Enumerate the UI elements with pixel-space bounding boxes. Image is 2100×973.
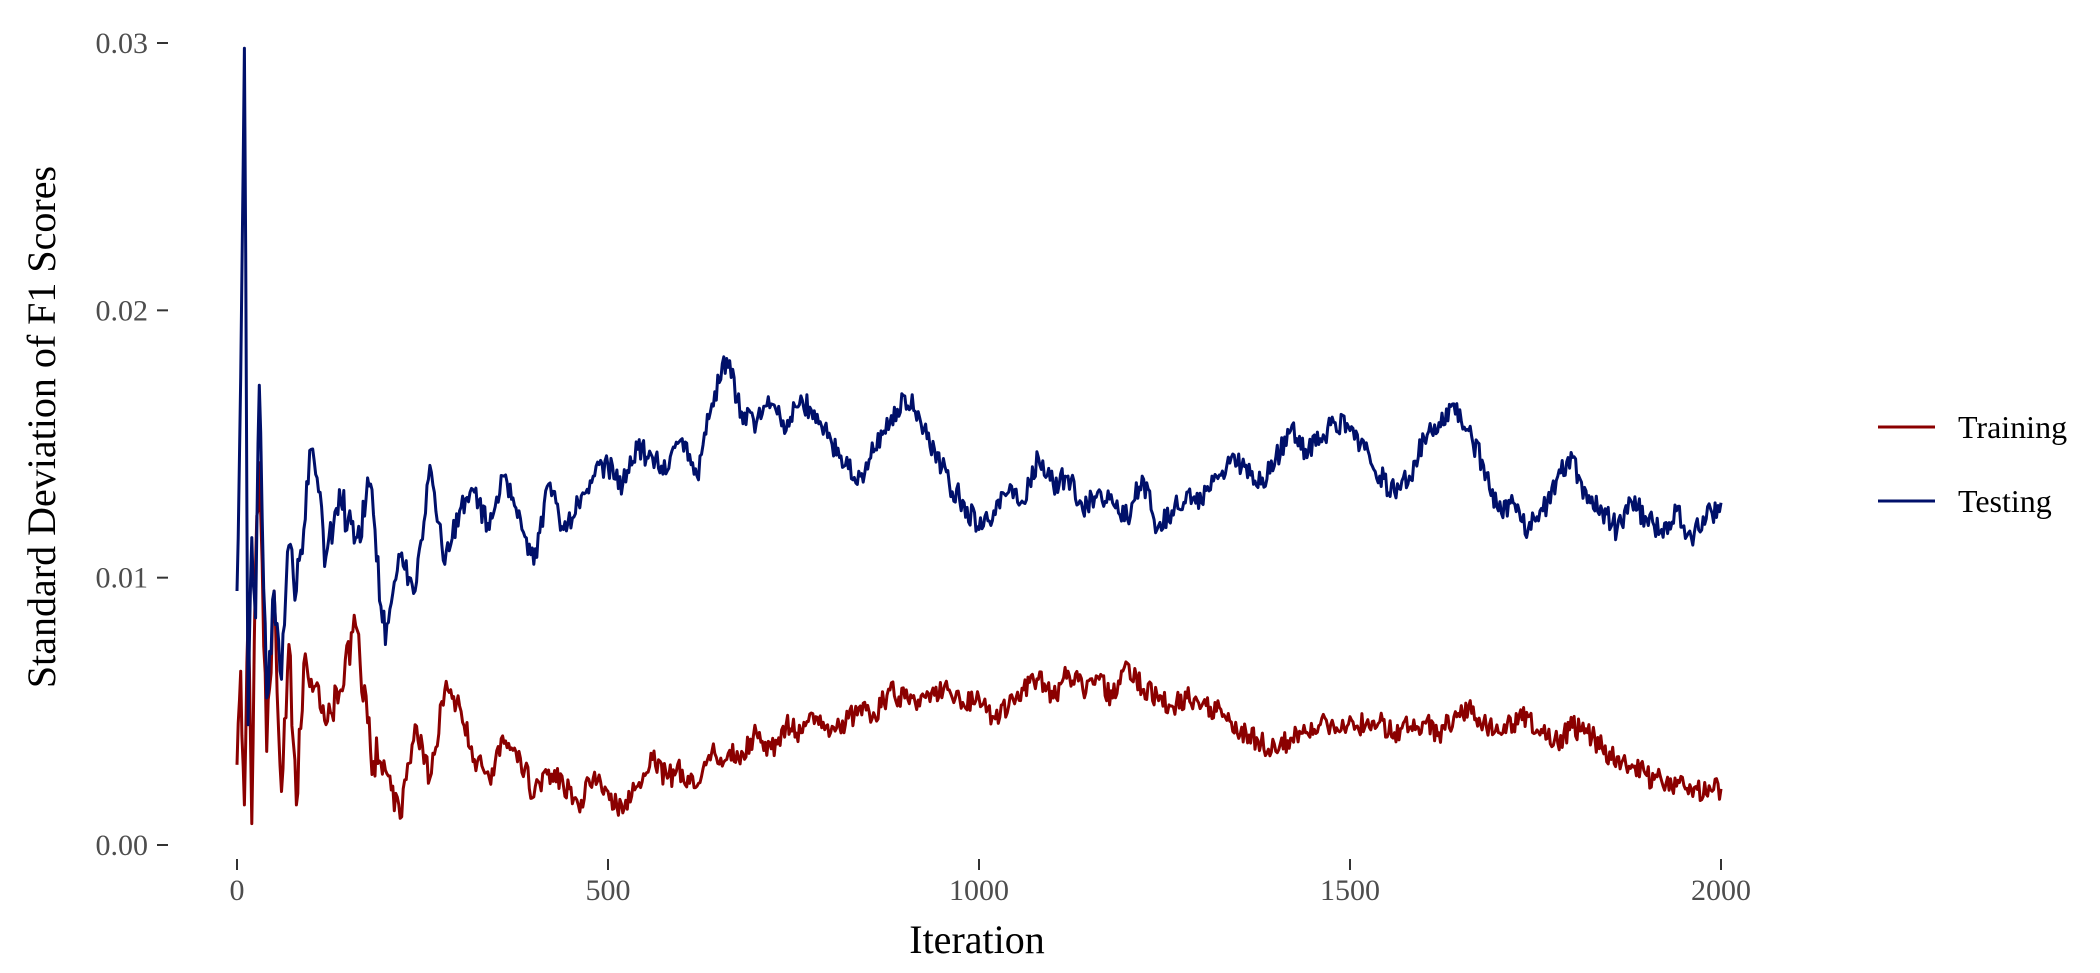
x-tick-label: 2000: [1691, 874, 1751, 907]
plot-lines: [235, 46, 1723, 826]
series-line-testing: [235, 46, 1723, 727]
y-axis-title: Standard Deviation of F1 Scores: [19, 166, 64, 688]
x-tick-label: 1500: [1320, 874, 1380, 907]
x-tick-label: 1000: [949, 874, 1009, 907]
y-tick-label: 0.03: [96, 27, 149, 60]
x-tick-label: 500: [586, 874, 631, 907]
legend: Training Testing: [1878, 409, 2067, 519]
y-tick-label: 0.01: [96, 562, 149, 595]
x-axis-title: Iteration: [909, 917, 1045, 962]
y-tick-label: 0.00: [96, 829, 149, 862]
legend-label-training: Training: [1958, 409, 2067, 445]
y-axis: 0.00 0.01 0.02 0.03: [96, 27, 168, 862]
x-tick-label: 0: [230, 874, 245, 907]
y-tick-label: 0.02: [96, 294, 149, 327]
series-line-training: [235, 461, 1723, 826]
x-axis: 0 500 1000 1500 2000: [230, 859, 1751, 907]
legend-label-testing: Testing: [1958, 483, 2052, 519]
